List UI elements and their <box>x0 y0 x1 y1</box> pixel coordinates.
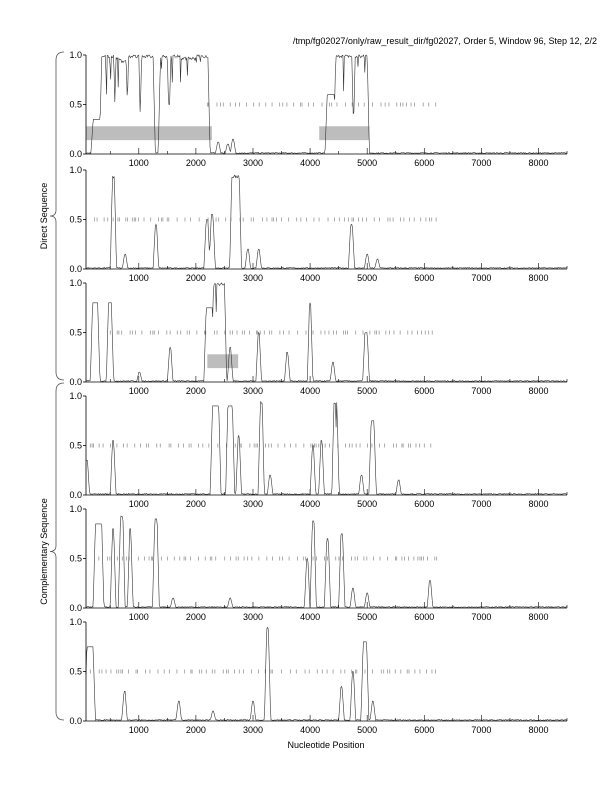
group-label: Complementary Sequence <box>39 498 49 605</box>
x-tick-label: 1000 <box>129 158 149 168</box>
x-tick-label: 5000 <box>357 158 377 168</box>
x-tick-label: 6000 <box>414 725 434 735</box>
x-tick-label: 7000 <box>471 386 491 396</box>
y-tick-label: 0.0 <box>69 716 82 726</box>
x-tick-label: 5000 <box>357 612 377 622</box>
x-tick-label: 4000 <box>300 386 320 396</box>
x-tick-label: 1000 <box>129 725 149 735</box>
x-tick-label: 1000 <box>129 612 149 622</box>
x-tick-label: 7000 <box>471 158 491 168</box>
x-tick-label: 3000 <box>243 386 263 396</box>
x-tick-label: 1000 <box>129 273 149 283</box>
y-tick-label: 0.0 <box>69 377 82 387</box>
x-tick-label: 5000 <box>357 386 377 396</box>
x-tick-label: 5000 <box>357 273 377 283</box>
x-tick-label: 7000 <box>471 273 491 283</box>
x-tick-label: 8000 <box>528 725 548 735</box>
x-tick-label: 6000 <box>414 386 434 396</box>
chart-title: /tmp/fg02027/only/raw_result_dir/fg02027… <box>292 36 597 46</box>
y-tick-label: 0.5 <box>69 328 82 338</box>
x-tick-label: 8000 <box>528 612 548 622</box>
x-tick-label: 7000 <box>471 612 491 622</box>
y-tick-label: 1.0 <box>69 50 82 60</box>
x-tick-label: 6000 <box>414 273 434 283</box>
score-line <box>85 626 568 721</box>
y-tick-label: 0.5 <box>69 100 82 110</box>
y-tick-label: 0.5 <box>69 554 82 564</box>
x-tick-label: 4000 <box>300 725 320 735</box>
x-tick-label: 1000 <box>129 499 149 509</box>
group-label: Direct Sequence <box>39 183 49 250</box>
x-tick-label: 4000 <box>300 158 320 168</box>
x-tick-label: 8000 <box>528 273 548 283</box>
x-tick-label: 6000 <box>414 612 434 622</box>
panel-6: 0.0 0.5 1.0 1000 2000 3000 4000 5000 6000 7000 800… <box>69 617 568 735</box>
x-tick-label: 3000 <box>243 612 263 622</box>
y-tick-label: 1.0 <box>69 617 82 627</box>
x-axis-label: Nucleotide Position <box>287 740 364 750</box>
x-tick-label: 4000 <box>300 273 320 283</box>
x-tick-label: 2000 <box>186 273 206 283</box>
x-tick-label: 2000 <box>186 499 206 509</box>
x-tick-label: 3000 <box>243 499 263 509</box>
y-tick-label: 0.0 <box>69 490 82 500</box>
x-tick-label: 4000 <box>300 499 320 509</box>
gene-box <box>86 126 212 141</box>
x-tick-label: 5000 <box>357 725 377 735</box>
group-brace <box>49 51 65 381</box>
x-tick-label: 8000 <box>528 499 548 509</box>
x-tick-label: 6000 <box>414 158 434 168</box>
x-tick-label: 7000 <box>471 499 491 509</box>
score-line <box>85 282 568 383</box>
score-line <box>85 54 567 155</box>
x-tick-label: 2000 <box>186 725 206 735</box>
score-line <box>85 515 567 608</box>
panel-5: 0.0 0.5 1.0 1000 2000 3000 4000 5000 6000 7000 800… <box>69 504 568 622</box>
panel-1: 0.0 0.5 1.0 1000 2000 3000 4000 5000 6000 7000 800… <box>69 50 568 168</box>
x-tick-label: 8000 <box>528 158 548 168</box>
x-tick-label: 2000 <box>186 158 206 168</box>
gene-box <box>319 126 370 141</box>
x-tick-label: 7000 <box>471 725 491 735</box>
panel-3: 0.0 0.5 1.0 1000 2000 3000 4000 5000 6000 7000 800… <box>69 278 568 396</box>
y-tick-label: 0.5 <box>69 441 82 451</box>
x-tick-label: 3000 <box>243 725 263 735</box>
x-tick-label: 8000 <box>528 386 548 396</box>
x-tick-label: 2000 <box>186 612 206 622</box>
score-line <box>86 401 567 495</box>
x-tick-label: 3000 <box>243 158 263 168</box>
group-brace <box>49 382 65 721</box>
gene-box <box>207 354 239 369</box>
y-tick-label: 1.0 <box>69 165 82 175</box>
y-tick-label: 0.0 <box>69 149 82 159</box>
y-tick-label: 0.5 <box>69 215 82 225</box>
x-tick-label: 6000 <box>414 499 434 509</box>
y-tick-label: 1.0 <box>69 278 82 288</box>
panel-2: 0.0 0.5 1.0 1000 2000 3000 4000 5000 6000 7000 800… <box>69 165 568 283</box>
panel-4: 0.0 0.5 1.0 1000 2000 3000 4000 5000 6000 7000 800… <box>69 391 568 509</box>
y-tick-label: 1.0 <box>69 504 82 514</box>
x-tick-label: 1000 <box>129 386 149 396</box>
y-tick-label: 0.5 <box>69 667 82 677</box>
y-tick-label: 0.0 <box>69 603 82 613</box>
x-tick-label: 5000 <box>357 499 377 509</box>
x-tick-label: 4000 <box>300 612 320 622</box>
x-tick-label: 2000 <box>186 386 206 396</box>
y-tick-label: 0.0 <box>69 264 82 274</box>
x-tick-label: 3000 <box>243 273 263 283</box>
y-tick-label: 1.0 <box>69 391 82 401</box>
score-line <box>85 174 567 270</box>
